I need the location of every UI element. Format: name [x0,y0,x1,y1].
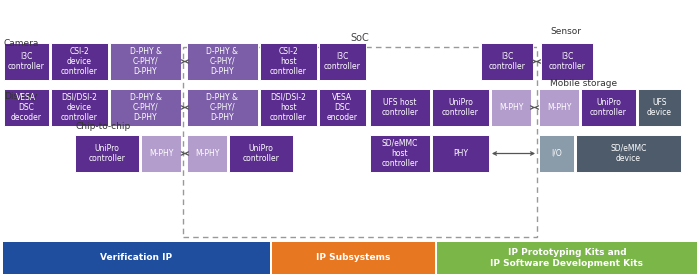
Text: I3C
controller: I3C controller [8,52,45,71]
Bar [491,89,531,126]
Text: M-PHY: M-PHY [149,149,173,158]
Bar [110,89,181,126]
Bar [539,89,579,126]
Bar [110,43,181,80]
Bar [370,89,430,126]
Text: CSI-2
device
controller: CSI-2 device controller [61,47,98,76]
Bar [4,43,49,80]
Bar [319,89,366,126]
Text: IP Subsystems: IP Subsystems [316,253,391,263]
Text: PHY: PHY [453,149,468,158]
Text: Chip-to-chip: Chip-to-chip [75,122,130,131]
Bar [260,89,317,126]
Text: Mobile storage: Mobile storage [550,79,617,88]
Text: UniPro
controller: UniPro controller [590,98,627,117]
Text: Camera: Camera [4,39,39,48]
Bar [229,135,293,172]
Bar [272,242,435,274]
Text: CSI-2
host
controller: CSI-2 host controller [270,47,307,76]
Bar [437,242,697,274]
Text: M-PHY: M-PHY [547,103,571,112]
Bar [183,47,537,237]
Bar [638,89,681,126]
Bar [3,242,270,274]
Bar [432,89,489,126]
Bar [187,89,258,126]
Bar [260,43,317,80]
Text: Display: Display [4,92,37,101]
Text: UniPro
controller: UniPro controller [89,144,125,163]
Text: I3C
controller: I3C controller [489,52,526,71]
Bar [319,43,366,80]
Text: SD/eMMC
device: SD/eMMC device [610,144,647,163]
Text: SoC: SoC [351,33,370,43]
Text: Verification IP: Verification IP [100,253,173,263]
Bar [432,135,489,172]
Bar [370,135,430,172]
Text: I3C
controller: I3C controller [324,52,361,71]
Text: D-PHY &
C-PHY/
D-PHY: D-PHY & C-PHY/ D-PHY [206,93,239,122]
Bar [576,135,681,172]
Text: UFS
device: UFS device [647,98,672,117]
Text: D-PHY &
C-PHY/
D-PHY: D-PHY & C-PHY/ D-PHY [130,47,162,76]
Bar [581,89,636,126]
Bar [187,135,227,172]
Text: UniPro
controller: UniPro controller [442,98,479,117]
Text: VESA
DSC
encoder: VESA DSC encoder [327,93,358,122]
Bar [75,135,139,172]
Text: DSI/DSI-2
device
controller: DSI/DSI-2 device controller [61,93,98,122]
Bar [187,43,258,80]
Text: UniPro
controller: UniPro controller [243,144,279,163]
Text: Sensor: Sensor [550,27,581,36]
Text: I/O: I/O [551,149,562,158]
Text: VESA
DSC
decoder: VESA DSC decoder [11,93,42,122]
Text: D-PHY &
C-PHY/
D-PHY: D-PHY & C-PHY/ D-PHY [130,93,162,122]
Text: IP Prototyping Kits and
IP Software Development Kits: IP Prototyping Kits and IP Software Deve… [491,248,643,268]
Bar [4,89,49,126]
Text: SD/eMMC
host
controller: SD/eMMC host controller [382,138,419,168]
Text: D-PHY &
C-PHY/
D-PHY: D-PHY & C-PHY/ D-PHY [206,47,239,76]
Bar [141,135,181,172]
Text: DSI/DSI-2
host
controller: DSI/DSI-2 host controller [270,93,307,122]
Text: M-PHY: M-PHY [499,103,523,112]
Text: I3C
controller: I3C controller [549,52,585,71]
Bar [51,43,108,80]
Text: UFS host
controller: UFS host controller [382,98,419,117]
Bar [481,43,533,80]
Bar [539,135,574,172]
Text: M-PHY: M-PHY [195,149,219,158]
Bar [541,43,593,80]
Bar [51,89,108,126]
